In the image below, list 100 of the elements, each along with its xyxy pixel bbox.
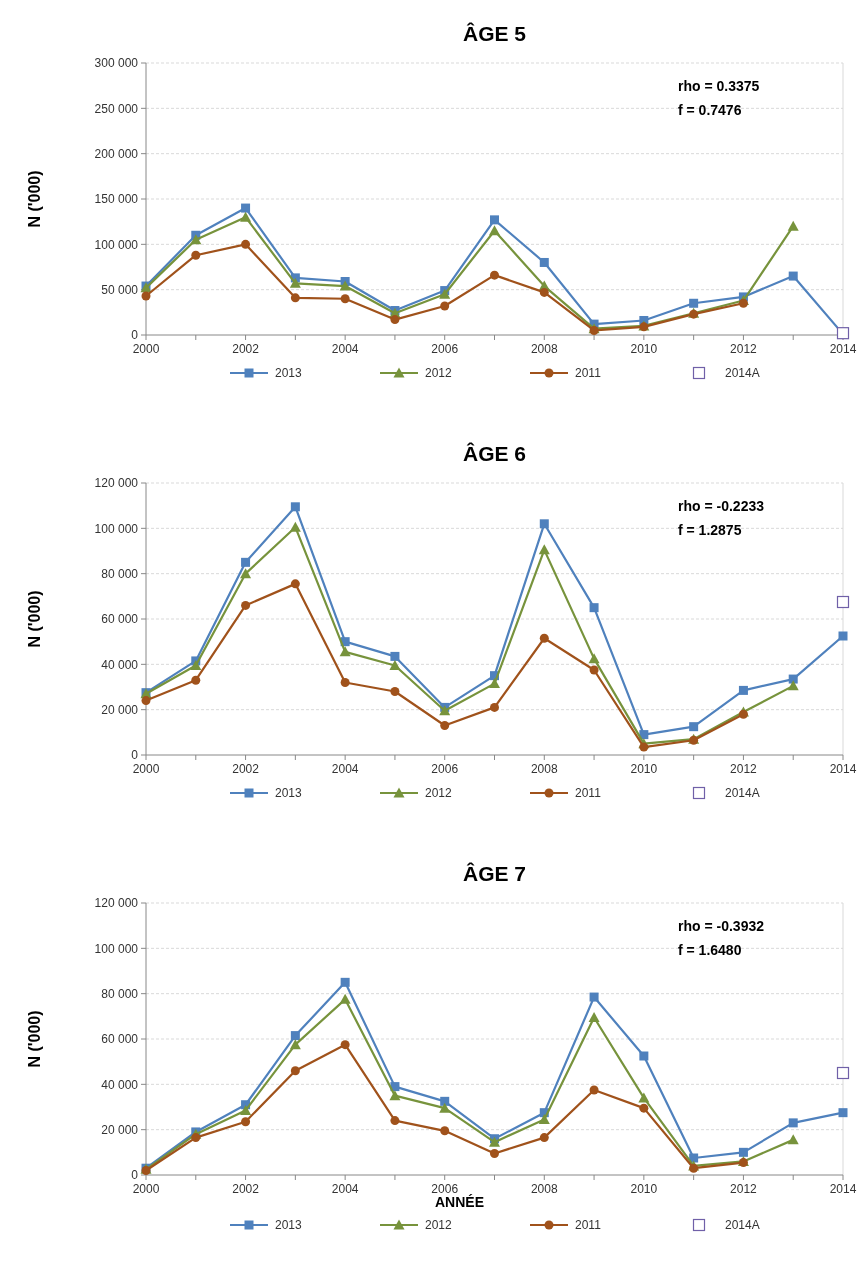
point (738, 1147, 748, 1157)
point (340, 294, 350, 304)
point (241, 600, 251, 610)
point (390, 687, 400, 697)
point (588, 653, 600, 664)
x-tick-label: 2004 (331, 762, 359, 776)
point (290, 1066, 300, 1076)
point (490, 1148, 499, 1158)
legend-label: 2014A (725, 1218, 760, 1233)
point (241, 203, 251, 213)
chart-title: ÂGE 6 (462, 442, 527, 465)
x-tick-label: 2008 (530, 1182, 558, 1196)
x-tick-label: 2014 (829, 342, 857, 356)
annotation: rho = -0.2233 (678, 498, 765, 514)
legend-label: 2013 (275, 366, 303, 381)
legend-label: 2013 (275, 1218, 303, 1233)
point (639, 742, 649, 752)
point (787, 680, 799, 691)
point (389, 1090, 401, 1101)
annotation: rho = -0.3932 (678, 918, 765, 934)
x-tick-label: 2006 (431, 342, 459, 356)
point (340, 977, 350, 987)
x-tick-label: 2012 (730, 342, 758, 356)
point (639, 1051, 649, 1061)
y-tick-label: 0 (131, 748, 139, 763)
x-tick-label: 2010 (630, 342, 658, 356)
x-tick-label: 2014 (829, 1182, 857, 1196)
point (838, 1108, 848, 1118)
annotation: rho = 0.3375 (678, 78, 760, 94)
point (390, 1116, 400, 1126)
point (439, 705, 451, 716)
point (190, 234, 202, 245)
legend-label: 2014A (725, 786, 760, 801)
x-tick-label: 2006 (431, 762, 459, 776)
x-tick-label: 2010 (630, 1182, 658, 1196)
point (836, 595, 850, 609)
point (788, 674, 798, 684)
y-axis-title: N ('000) (26, 590, 43, 648)
x-tick-label: 2000 (132, 342, 160, 356)
point (787, 220, 799, 231)
x-tick-label: 2000 (132, 1182, 160, 1196)
point (440, 301, 450, 311)
point (240, 1104, 252, 1115)
y-tick-label: 0 (131, 328, 139, 343)
y-tick-label: 250 000 (94, 101, 139, 116)
point (638, 1092, 650, 1103)
point (290, 502, 300, 512)
point (440, 1096, 450, 1106)
point (589, 1085, 599, 1095)
legend-label: 2012 (425, 1218, 453, 1233)
point (440, 721, 450, 731)
point (340, 677, 350, 687)
y-tick-label: 100 000 (94, 237, 139, 252)
point (639, 1103, 649, 1113)
y-tick-label: 80 000 (101, 986, 139, 1001)
point (589, 665, 599, 675)
point (240, 211, 252, 222)
x-tick-label: 2004 (331, 1182, 359, 1196)
point (389, 659, 401, 670)
point (339, 280, 351, 291)
point (589, 603, 599, 613)
point (490, 270, 499, 280)
point (289, 1039, 301, 1050)
chart-title: ÂGE 7 (462, 862, 527, 885)
x-axis-title: ANNÉE (434, 1194, 485, 1210)
x-tick-label: 2008 (530, 342, 558, 356)
point (539, 1133, 549, 1143)
annotation: f = 1.2875 (678, 522, 742, 538)
point (689, 722, 699, 732)
point (290, 293, 300, 303)
y-tick-label: 60 000 (101, 612, 139, 627)
point (490, 702, 499, 712)
legend-label: 2014A (725, 366, 760, 381)
point (141, 291, 151, 301)
point (539, 633, 549, 643)
point (440, 1126, 450, 1136)
point (141, 696, 151, 706)
point (339, 993, 351, 1004)
point (290, 1031, 300, 1041)
x-tick-label: 2012 (730, 1182, 758, 1196)
legend-label: 2011 (575, 366, 602, 381)
point (340, 1040, 350, 1050)
point (836, 1066, 850, 1080)
point (539, 287, 549, 297)
y-tick-label: 20 000 (101, 1122, 139, 1137)
point (539, 257, 549, 267)
y-tick-label: 20 000 (101, 702, 139, 717)
point (289, 521, 301, 532)
annotation: f = 1.6480 (678, 942, 742, 958)
x-tick-label: 2000 (132, 762, 160, 776)
y-tick-label: 80 000 (101, 566, 139, 581)
y-tick-label: 60 000 (101, 1032, 139, 1047)
point (339, 646, 351, 657)
point (390, 315, 400, 325)
point (589, 992, 599, 1002)
y-tick-label: 40 000 (101, 657, 139, 672)
point (538, 1113, 550, 1124)
point (489, 225, 500, 236)
chart-title: ÂGE 5 (462, 22, 527, 45)
point (191, 1133, 201, 1143)
